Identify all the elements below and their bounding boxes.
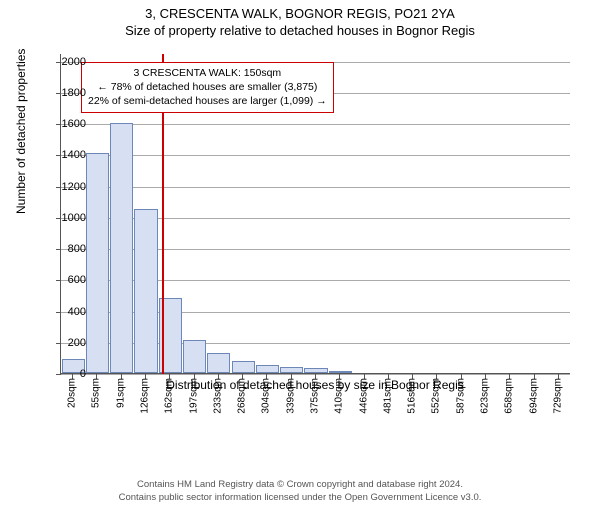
y-tick-label: 1600 bbox=[46, 118, 86, 130]
x-tick-label: 126sqm bbox=[140, 378, 151, 414]
y-tick-label: 0 bbox=[46, 368, 86, 380]
x-tick-label: 694sqm bbox=[528, 378, 539, 414]
x-tick-label: 623sqm bbox=[480, 378, 491, 414]
plot-area: 3 CRESCENTA WALK: 150sqm← 78% of detache… bbox=[60, 54, 570, 374]
annotation-line1: 3 CRESCENTA WALK: 150sqm bbox=[88, 66, 327, 80]
x-tick-label: 55sqm bbox=[91, 378, 102, 408]
x-tick-label: 162sqm bbox=[164, 378, 175, 414]
y-tick-label: 200 bbox=[46, 337, 86, 349]
histogram-bar bbox=[232, 361, 255, 373]
x-tick-label: 587sqm bbox=[455, 378, 466, 414]
annotation-box: 3 CRESCENTA WALK: 150sqm← 78% of detache… bbox=[81, 62, 334, 113]
y-tick-label: 2000 bbox=[46, 56, 86, 68]
histogram-bar bbox=[207, 353, 230, 373]
histogram-bar bbox=[86, 153, 109, 373]
grid-line bbox=[61, 187, 570, 188]
histogram-bar bbox=[134, 209, 157, 373]
x-tick-label: 197sqm bbox=[188, 378, 199, 414]
y-tick-label: 600 bbox=[46, 274, 86, 286]
x-tick-label: 268sqm bbox=[237, 378, 248, 414]
histogram-bar bbox=[183, 340, 206, 373]
y-tick-label: 400 bbox=[46, 306, 86, 318]
y-tick-label: 1000 bbox=[46, 212, 86, 224]
x-tick-label: 658sqm bbox=[504, 378, 515, 414]
x-tick-label: 233sqm bbox=[212, 378, 223, 414]
histogram-bar bbox=[329, 371, 352, 373]
x-tick-label: 375sqm bbox=[310, 378, 321, 414]
histogram-bar bbox=[304, 368, 327, 373]
x-tick-label: 516sqm bbox=[407, 378, 418, 414]
y-tick-label: 1400 bbox=[46, 149, 86, 161]
chart-title-line2: Size of property relative to detached ho… bbox=[0, 23, 600, 38]
histogram-bar bbox=[256, 365, 279, 373]
x-tick-label: 729sqm bbox=[552, 378, 563, 414]
footer: Contains HM Land Registry data © Crown c… bbox=[0, 479, 600, 504]
x-tick-label: 339sqm bbox=[285, 378, 296, 414]
y-axis-label: Number of detached properties bbox=[14, 49, 28, 214]
footer-line1: Contains HM Land Registry data © Crown c… bbox=[0, 479, 600, 491]
x-tick-label: 91sqm bbox=[115, 378, 126, 408]
y-tick-label: 1200 bbox=[46, 181, 86, 193]
histogram-bar bbox=[280, 367, 303, 373]
x-tick-label: 20sqm bbox=[67, 378, 78, 408]
annotation-line2: ← 78% of detached houses are smaller (3,… bbox=[88, 80, 327, 94]
x-tick-label: 552sqm bbox=[431, 378, 442, 414]
chart-area: 3 CRESCENTA WALK: 150sqm← 78% of detache… bbox=[60, 54, 570, 424]
grid-line bbox=[61, 124, 570, 125]
x-tick-label: 446sqm bbox=[358, 378, 369, 414]
histogram-bar bbox=[110, 123, 133, 373]
y-tick-label: 800 bbox=[46, 243, 86, 255]
x-tick-label: 481sqm bbox=[382, 378, 393, 414]
chart-title-line1: 3, CRESCENTA WALK, BOGNOR REGIS, PO21 2Y… bbox=[0, 6, 600, 21]
x-tick-label: 410sqm bbox=[334, 378, 345, 414]
grid-line bbox=[61, 155, 570, 156]
y-tick-label: 1800 bbox=[46, 87, 86, 99]
annotation-line3: 22% of semi-detached houses are larger (… bbox=[88, 94, 327, 108]
footer-line2: Contains public sector information licen… bbox=[0, 492, 600, 504]
x-tick-label: 304sqm bbox=[261, 378, 272, 414]
